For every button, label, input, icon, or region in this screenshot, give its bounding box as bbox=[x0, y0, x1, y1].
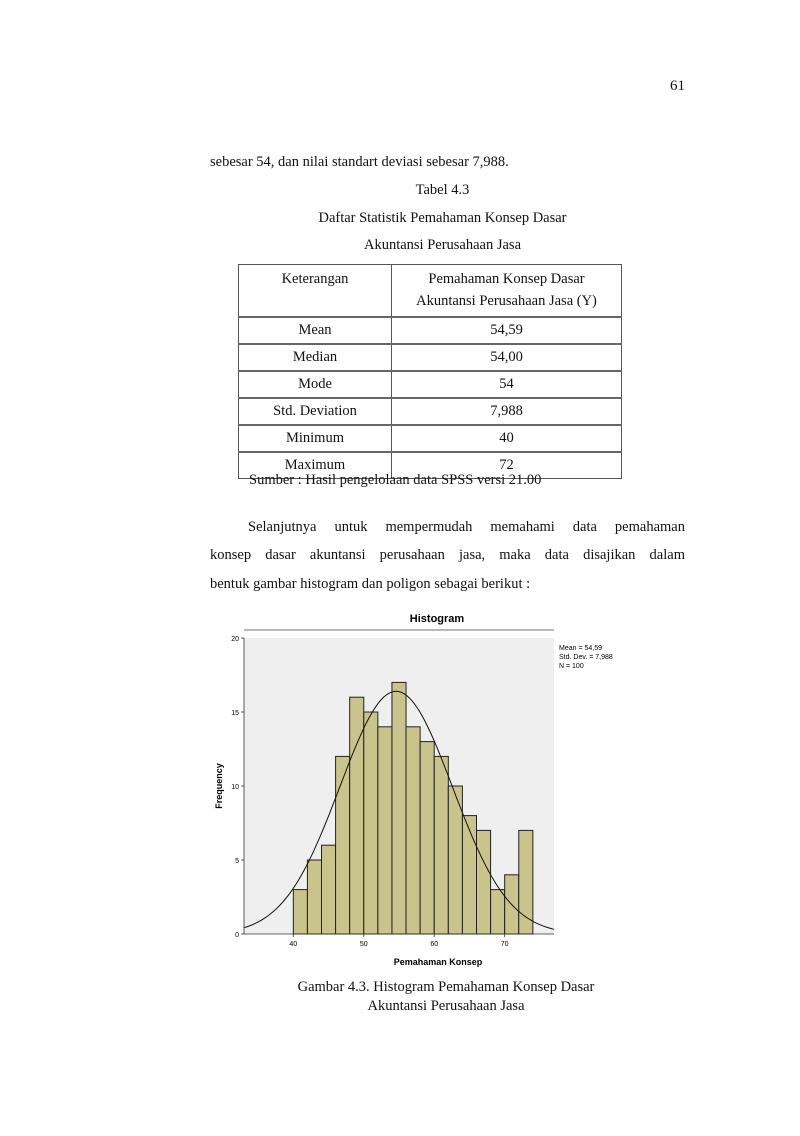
normal-curve bbox=[243, 690, 555, 930]
legend-n: N = 100 bbox=[559, 663, 584, 670]
header-pemahaman-line-1: Pemahaman Konsep Dasar bbox=[428, 271, 585, 287]
y-axis-label: Frequency bbox=[214, 763, 224, 809]
header-pemahaman-line-2: Akuntansi Perusahaan Jasa (Y) bbox=[416, 293, 597, 309]
figure-caption-line-2: Akuntansi Perusahaan Jasa bbox=[367, 998, 525, 1014]
table-label: Tabel 4.3 bbox=[415, 182, 470, 198]
header-keterangan: Keterangan bbox=[238, 264, 392, 318]
y-tick-label: 5 bbox=[235, 858, 239, 865]
table-title-line-1: Daftar Statistik Pemahaman Konsep Dasar bbox=[318, 210, 567, 226]
row-label: Mean bbox=[238, 316, 392, 345]
histogram-bar bbox=[476, 829, 492, 935]
statistics-table: Keterangan Pemahaman Konsep Dasar Akunta… bbox=[238, 264, 622, 479]
table-row: Minimum 40 bbox=[238, 424, 622, 453]
y-tick-label: 10 bbox=[231, 784, 239, 791]
histogram-bar bbox=[321, 844, 337, 935]
table-header-row: Keterangan Pemahaman Konsep Dasar Akunta… bbox=[238, 264, 622, 318]
histogram-bar bbox=[433, 755, 449, 935]
x-tick-label: 40 bbox=[289, 941, 297, 948]
histogram-bar bbox=[391, 681, 407, 935]
row-value: 54 bbox=[391, 370, 622, 399]
histogram-bar bbox=[335, 755, 351, 935]
x-axis-ticks: 40 50 60 70 bbox=[289, 934, 509, 948]
x-tick-label: 50 bbox=[360, 941, 368, 948]
histogram-bar bbox=[490, 889, 506, 935]
histogram-bar bbox=[405, 726, 421, 935]
table-row: Maximum 72 bbox=[238, 451, 622, 479]
table-row: Mean 54,59 bbox=[238, 316, 622, 345]
row-value: 54,00 bbox=[391, 343, 622, 372]
paragraph-line-2: konsep dasar akuntansi perusahaan jasa, … bbox=[210, 547, 685, 563]
histogram-bars bbox=[292, 681, 534, 935]
page-number: 61 bbox=[670, 78, 685, 94]
histogram-bar bbox=[306, 859, 322, 935]
histogram-bar bbox=[518, 829, 534, 935]
table-row: Median 54,00 bbox=[238, 343, 622, 372]
histogram-bar bbox=[419, 741, 435, 935]
x-axis-label: Pemahaman Konsep bbox=[394, 957, 483, 967]
table-row: Mode 54 bbox=[238, 370, 622, 399]
row-label: Mode bbox=[238, 370, 392, 399]
x-tick-label: 70 bbox=[501, 941, 509, 948]
row-label: Minimum bbox=[238, 424, 392, 453]
histogram-bar bbox=[292, 889, 308, 935]
histogram-bar bbox=[461, 815, 477, 935]
chart-title: Histogram bbox=[410, 613, 465, 625]
figure-caption-line-1: Gambar 4.3. Histogram Pemahaman Konsep D… bbox=[297, 979, 595, 995]
paragraph-line-1: Selanjutnya untuk mempermudah memahami d… bbox=[248, 519, 685, 535]
table-title-line-2: Akuntansi Perusahaan Jasa bbox=[363, 237, 522, 253]
x-tick-label: 60 bbox=[430, 941, 438, 948]
chart-legend: Mean = 54,59 Std. Dev. = 7,988 N = 100 bbox=[559, 645, 613, 670]
paragraph-line-3: bentuk gambar histogram dan poligon seba… bbox=[210, 576, 531, 592]
table-source: Sumber : Hasil pengelolaan data SPSS ver… bbox=[249, 472, 542, 488]
row-label: Std. Deviation bbox=[238, 397, 392, 426]
histogram-bar bbox=[363, 711, 379, 935]
y-tick-label: 20 bbox=[231, 636, 239, 643]
legend-mean: Mean = 54,59 bbox=[559, 645, 602, 652]
y-tick-label: 15 bbox=[231, 710, 239, 717]
histogram-bar bbox=[377, 726, 393, 935]
row-value: 7,988 bbox=[391, 397, 622, 426]
header-pemahaman: Pemahaman Konsep Dasar Akuntansi Perusah… bbox=[391, 264, 622, 318]
y-axis-ticks: 0 5 10 15 20 bbox=[231, 636, 244, 939]
row-label: Median bbox=[238, 343, 392, 372]
y-tick-label: 0 bbox=[235, 932, 239, 939]
row-value: 54,59 bbox=[391, 316, 622, 345]
legend-std-dev: Std. Dev. = 7,988 bbox=[559, 654, 613, 661]
table-row: Std. Deviation 7,988 bbox=[238, 397, 622, 426]
row-value: 72 bbox=[391, 451, 622, 479]
histogram-chart: Histogram 0 5 10 15 20 40 50 60 70 Pemahaman Ko… bbox=[214, 613, 613, 967]
row-label: Maximum bbox=[238, 451, 392, 479]
row-value: 40 bbox=[391, 424, 622, 453]
intro-continuation: sebesar 54, dan nilai standart deviasi s… bbox=[210, 154, 509, 170]
